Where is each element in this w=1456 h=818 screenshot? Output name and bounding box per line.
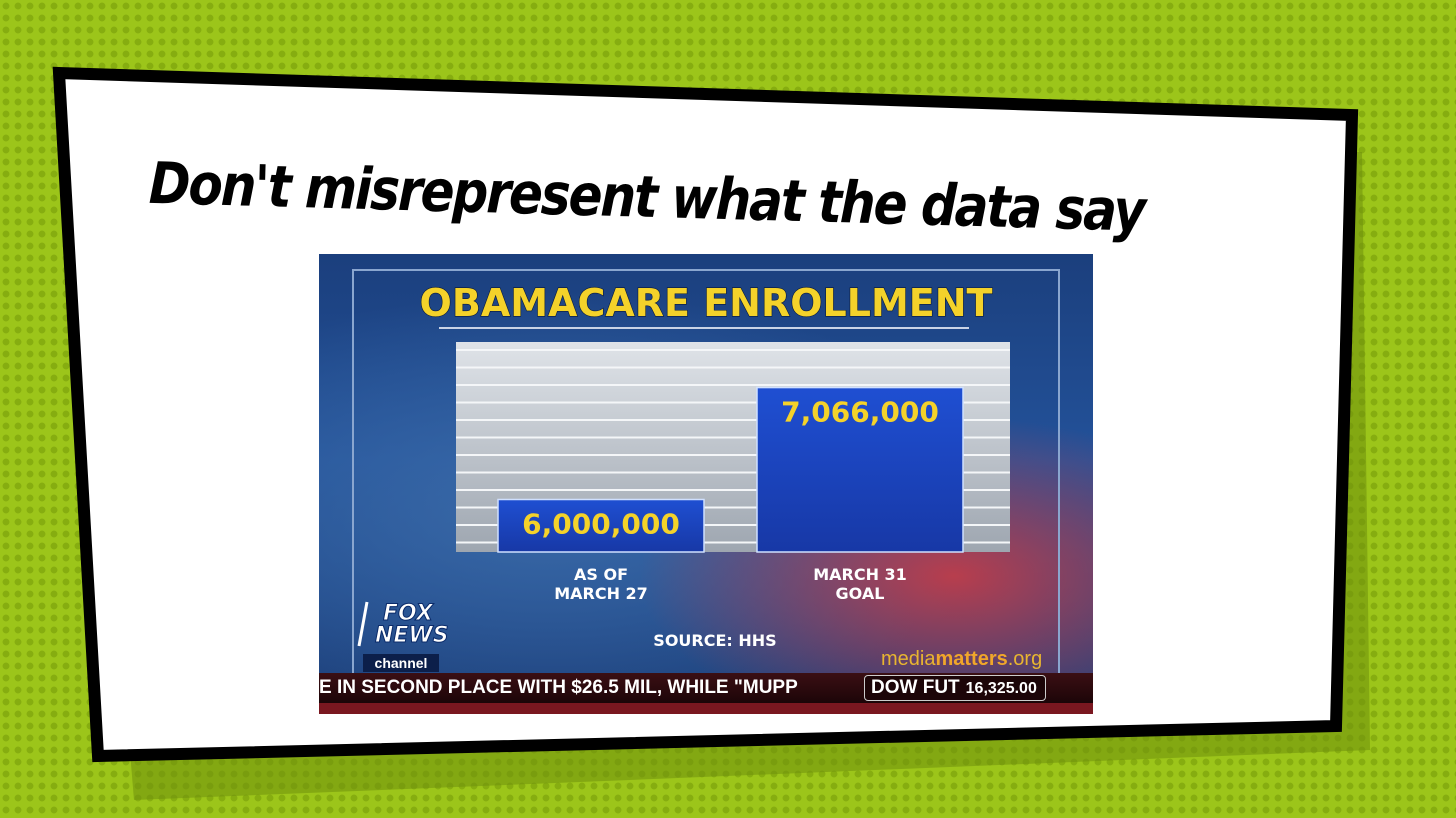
fox-news-logo: FOX NEWS channel	[353, 598, 471, 674]
mediamatters-watermark: mediamatters.org	[881, 648, 1042, 671]
bar-as-of-march-27	[497, 498, 705, 553]
logo-fox: FOX	[383, 601, 434, 626]
dow-value: 16,325.00	[965, 680, 1037, 697]
news-ticker: E IN SECOND PLACE WITH $26.5 MIL, WHILE …	[319, 673, 1093, 703]
category-label-0-line1: AS OF	[574, 565, 628, 584]
bar-march-31-goal	[756, 386, 964, 553]
chart-screenshot: OBAMACARE ENROLLMENT 6,000,000 7,066,000…	[319, 254, 1093, 714]
category-label-0-line2: MARCH 27	[554, 584, 648, 603]
logo-channel: channel	[375, 655, 428, 671]
ticker-bottom-bar	[319, 703, 1093, 714]
category-label-1-line1: MARCH 31	[813, 565, 907, 584]
dow-futures-box: DOW FUT 16,325.00	[864, 675, 1046, 701]
watermark-tld: .org	[1007, 648, 1043, 670]
data-label-0: 6,000,000	[522, 508, 680, 541]
logo-news: NEWS	[375, 623, 449, 648]
category-label-1-line2: GOAL	[836, 584, 885, 603]
watermark-media: media	[881, 648, 936, 670]
chart-source: SOURCE: HHS	[653, 631, 776, 650]
watermark-matters: matters	[935, 648, 1008, 670]
dow-label: DOW FUT	[871, 677, 960, 698]
data-label-1: 7,066,000	[781, 396, 939, 429]
chart-title: OBAMACARE ENROLLMENT	[420, 281, 993, 325]
ticker-text: E IN SECOND PLACE WITH $26.5 MIL, WHILE …	[319, 677, 798, 698]
chart-svg: OBAMACARE ENROLLMENT 6,000,000 7,066,000…	[352, 269, 1060, 701]
